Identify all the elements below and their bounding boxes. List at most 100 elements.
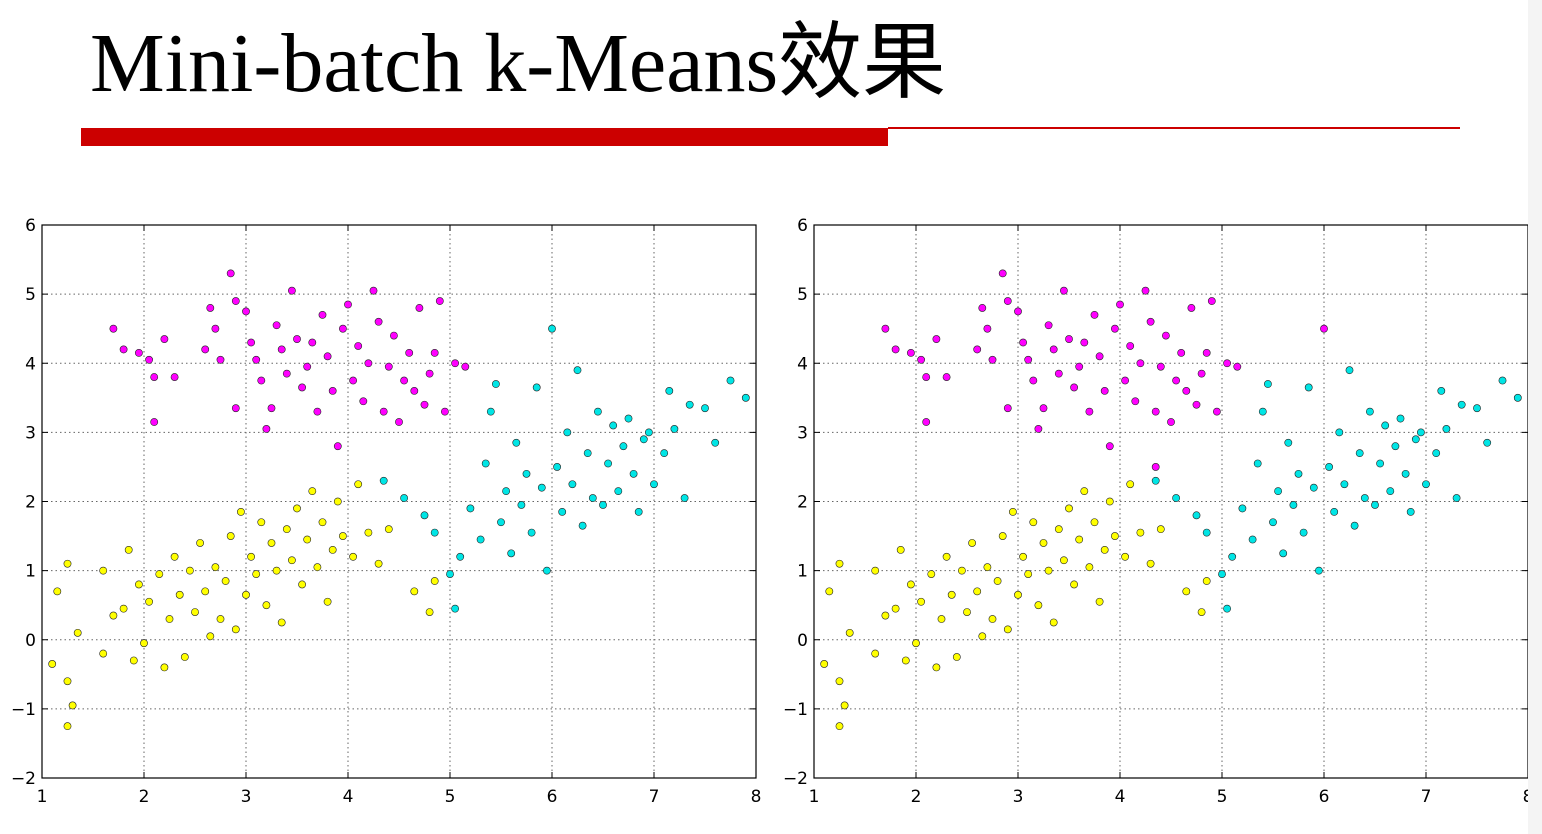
data-point xyxy=(119,604,128,613)
data-point xyxy=(338,532,347,540)
y-tick-label: −1 xyxy=(783,700,808,720)
data-point xyxy=(155,570,164,578)
data-point xyxy=(1039,539,1048,547)
data-point xyxy=(1085,407,1094,416)
data-point xyxy=(349,376,357,385)
data-point xyxy=(1161,331,1170,340)
data-point xyxy=(820,660,829,668)
data-point xyxy=(119,345,128,354)
data-point xyxy=(835,677,844,686)
data-point xyxy=(451,359,459,368)
data-point xyxy=(1151,463,1160,471)
data-point xyxy=(1136,359,1145,368)
data-point xyxy=(420,400,429,409)
data-point xyxy=(1136,528,1145,537)
data-point xyxy=(160,335,169,343)
data-point xyxy=(1095,352,1104,361)
data-point xyxy=(502,487,510,496)
data-point xyxy=(711,438,720,447)
data-point xyxy=(912,639,920,648)
data-point xyxy=(73,628,82,637)
data-point xyxy=(1075,535,1084,544)
data-point xyxy=(588,494,597,502)
data-point xyxy=(364,359,373,368)
data-point xyxy=(440,407,449,416)
data-point xyxy=(231,625,240,634)
data-point xyxy=(451,604,459,613)
data-point xyxy=(1457,400,1466,409)
data-point xyxy=(221,577,230,585)
data-point xyxy=(282,369,291,378)
data-point xyxy=(435,297,444,305)
data-point xyxy=(1289,501,1298,509)
data-point xyxy=(840,701,849,710)
y-tick-label: 2 xyxy=(25,493,36,513)
data-point xyxy=(1100,386,1109,395)
data-point xyxy=(170,373,179,381)
data-point xyxy=(99,566,108,575)
data-point xyxy=(145,597,153,606)
x-tick-label: 7 xyxy=(1421,787,1432,807)
data-point xyxy=(1049,618,1058,627)
data-point xyxy=(1014,590,1022,599)
data-point xyxy=(639,435,648,444)
data-point xyxy=(293,335,301,343)
data-point xyxy=(583,449,592,458)
data-point xyxy=(374,317,383,326)
data-point xyxy=(252,570,261,578)
data-point xyxy=(1452,494,1461,502)
y-tick-label: 5 xyxy=(797,285,808,305)
data-point xyxy=(1059,286,1068,295)
data-point xyxy=(922,373,931,381)
data-point xyxy=(405,348,414,357)
data-point xyxy=(1340,480,1349,489)
data-point xyxy=(1141,286,1150,295)
data-point xyxy=(328,386,337,395)
x-tick-label: 6 xyxy=(1319,787,1330,807)
data-point xyxy=(425,369,434,378)
data-point xyxy=(568,480,577,489)
x-tick-label: 1 xyxy=(809,787,820,807)
data-point xyxy=(298,580,306,589)
data-point xyxy=(578,521,587,530)
data-point xyxy=(998,269,1007,278)
data-point xyxy=(1029,518,1038,527)
data-point xyxy=(226,269,235,278)
data-point xyxy=(206,304,215,312)
data-point xyxy=(973,587,982,596)
data-point xyxy=(891,345,900,354)
data-point xyxy=(242,307,250,316)
data-point xyxy=(599,501,607,509)
data-point xyxy=(323,597,332,606)
data-point xyxy=(1065,504,1073,513)
y-tick-label: −1 xyxy=(11,700,36,720)
data-point xyxy=(323,352,332,361)
data-point xyxy=(1049,345,1058,354)
data-point xyxy=(604,459,612,468)
data-point xyxy=(1039,404,1048,413)
data-point xyxy=(1105,497,1114,506)
data-point xyxy=(1202,528,1211,537)
y-tick-label: 5 xyxy=(25,285,36,305)
data-point xyxy=(481,459,490,468)
data-point xyxy=(1381,421,1390,430)
data-point xyxy=(497,518,505,527)
data-point xyxy=(983,324,992,333)
data-point xyxy=(308,338,317,347)
data-point xyxy=(272,566,281,575)
data-point xyxy=(937,615,946,623)
data-point xyxy=(124,545,133,554)
data-point xyxy=(1406,507,1415,516)
data-point xyxy=(1090,518,1099,527)
data-point xyxy=(415,304,424,312)
y-tick-label: 0 xyxy=(797,631,808,651)
data-point xyxy=(563,428,572,437)
data-point xyxy=(558,507,567,516)
data-point xyxy=(389,331,398,340)
data-point xyxy=(1080,487,1089,496)
data-point xyxy=(922,418,931,426)
data-point xyxy=(1304,383,1313,392)
data-point xyxy=(333,442,342,451)
data-point xyxy=(978,304,987,312)
data-point xyxy=(624,414,633,423)
